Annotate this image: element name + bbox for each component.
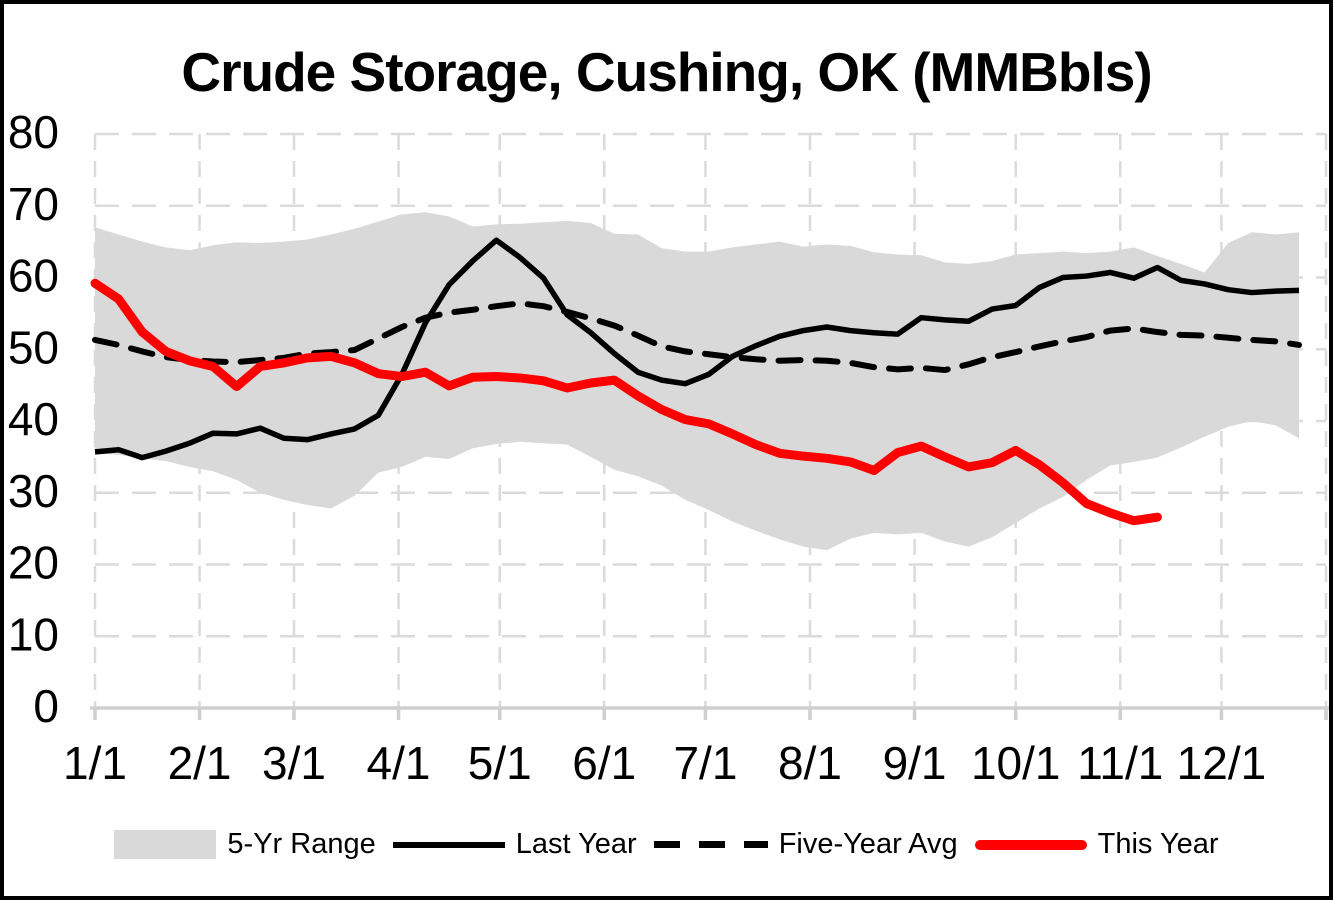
chart-title: Crude Storage, Cushing, OK (MMBbls)	[181, 41, 1152, 103]
x-axis	[90, 706, 1329, 720]
x-tick-label: 5/1	[468, 737, 532, 789]
legend-label-5yr-range: 5-Yr Range	[227, 828, 376, 860]
x-tick-label: 1/1	[63, 737, 127, 789]
x-tick-label: 4/1	[367, 737, 431, 789]
x-tick-label: 12/1	[1177, 737, 1267, 789]
y-tick-label: 0	[33, 680, 59, 732]
x-tick-label: 11/1	[1077, 737, 1163, 789]
solid-line-swatch	[392, 841, 505, 848]
y-tick-label: 30	[8, 465, 59, 517]
y-tick-label: 70	[8, 178, 59, 230]
five-year-avg-line	[92, 300, 1303, 374]
legend-label-this-year: This Year	[1097, 828, 1219, 860]
legend: 5-Yr Range Last Year Five-Year Avg This …	[4, 828, 1329, 861]
y-tick-label: 10	[8, 608, 59, 660]
legend-item-last-year: Last Year	[392, 828, 637, 861]
legend-label-five-year-avg: Five-Year Avg	[778, 828, 958, 860]
y-tick-label: 60	[8, 250, 59, 302]
x-tick-label: 7/1	[673, 737, 737, 789]
legend-item-five-year-avg: Five-Year Avg	[653, 828, 958, 861]
x-tick-label: 3/1	[262, 737, 326, 789]
dashed-line-swatch	[653, 841, 768, 848]
y-tick-label: 80	[8, 106, 59, 158]
x-tick-label: 10/1	[971, 737, 1061, 789]
plot-area: 1/1 2/1 3/1 4/1 5/1 6/1 7/1 8/1 9/1 10/1 11/1 12/1 0…	[8, 106, 1329, 789]
legend-item-5yr-range: 5-Yr Range	[114, 828, 376, 861]
x-tick-label: 9/1	[883, 737, 947, 789]
axis-tick-labels: 1/1 2/1 3/1 4/1 5/1 6/1 7/1 8/1 9/1 10/1 11/1 12/1 0…	[8, 106, 1266, 789]
range-band-swatch	[114, 830, 217, 859]
y-tick-label: 40	[8, 393, 59, 445]
thick-red-line-swatch	[974, 839, 1087, 850]
last-year-line	[94, 237, 1300, 461]
this-year-line	[90, 278, 1162, 526]
legend-item-this-year: This Year	[974, 828, 1219, 861]
x-tick-label: 2/1	[168, 737, 232, 789]
x-tick-label: 6/1	[572, 737, 636, 789]
y-tick-label: 50	[8, 321, 59, 373]
y-tick-label: 20	[8, 537, 59, 589]
x-tick-label: 8/1	[778, 737, 842, 789]
legend-label-last-year: Last Year	[515, 828, 637, 860]
